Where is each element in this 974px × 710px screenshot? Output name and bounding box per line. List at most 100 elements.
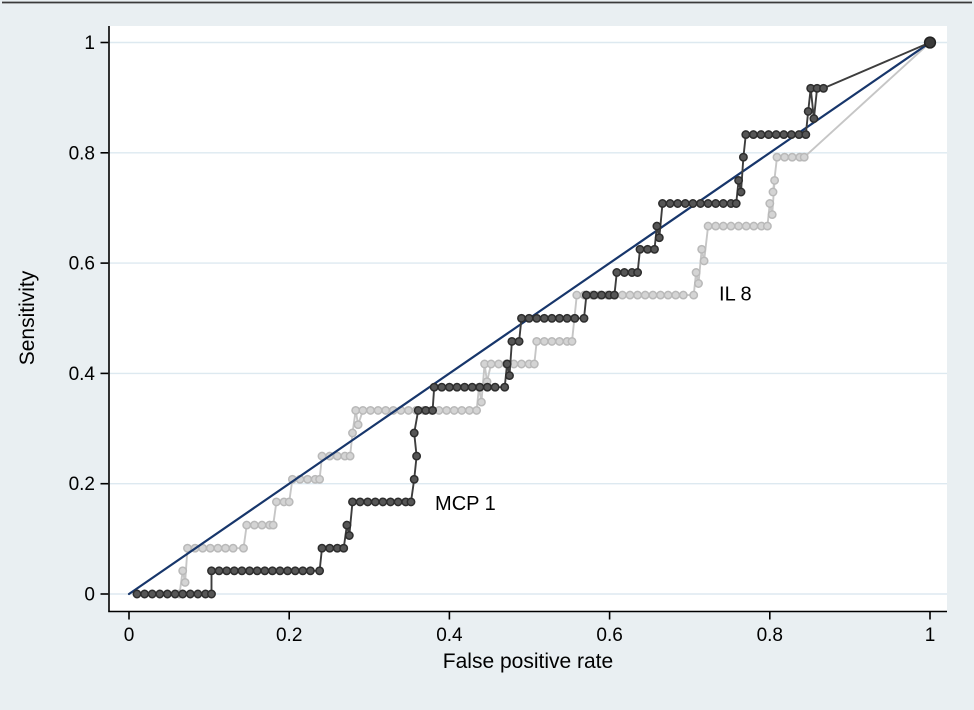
data-point-marker-mcp1 [786,130,796,140]
data-point-marker-il8 [547,336,557,346]
data-point-marker-mcp1 [514,336,524,346]
data-point-marker-il8 [449,405,459,415]
data-point-marker-il8 [765,199,775,208]
y-axis-title: Sensitivity [16,270,39,365]
data-point-marker-il8 [205,543,215,553]
data-point-marker-mcp1 [597,290,607,300]
data-point-marker-il8 [697,244,707,254]
data-point-marker-mcp1 [444,382,454,392]
data-point-marker-il8 [648,290,658,300]
data-point-marker-il8 [353,420,363,430]
data-point-marker-mcp1 [517,313,526,323]
data-point-marker-il8 [442,405,452,415]
data-point-marker-mcp1 [589,290,599,300]
data-point-marker-mcp1 [801,130,811,140]
data-point-marker-mcp1 [507,336,517,346]
data-point-marker-il8 [770,175,780,185]
data-point-marker-il8 [772,152,782,162]
data-point-marker-mcp1 [809,114,819,124]
data-point-marker-mcp1 [524,313,534,323]
data-point-marker-mcp1 [409,428,419,438]
data-point-marker-il8 [625,290,635,300]
y-tick-label: 0.8 [69,143,95,164]
data-point-marker-mcp1 [363,497,373,507]
data-point-marker-il8 [476,397,486,407]
data-point-marker-mcp1 [696,199,705,208]
data-point-marker-il8 [228,543,238,553]
y-tick-label: 0.4 [69,364,96,385]
data-point-marker-il8 [656,290,665,300]
data-point-marker-mcp1 [579,313,589,323]
data-point-marker-il8 [718,221,728,231]
data-point-marker-mcp1 [162,589,172,599]
data-point-marker-il8 [762,221,772,231]
data-point-marker-il8 [373,405,383,415]
data-point-marker-il8 [532,336,542,346]
data-point-marker-il8 [703,221,713,231]
data-point-marker-mcp1 [680,199,690,208]
data-point-marker-mcp1 [771,130,781,140]
data-point-marker-il8 [303,474,313,484]
data-point-marker-il8 [567,336,577,346]
data-point-marker-mcp1 [764,130,774,140]
data-point-marker-mcp1 [460,382,470,392]
data-point-marker-mcp1 [355,497,365,507]
data-point-marker-mcp1 [570,313,580,323]
data-point-marker-mcp1 [413,405,423,415]
data-point-marker-mcp1 [170,589,180,599]
data-point-marker-mcp1 [260,566,270,576]
data-point-marker-mcp1 [252,566,262,576]
data-point-marker-mcp1 [275,566,285,576]
end-point-marker [923,36,937,49]
data-point-marker-il8 [691,268,701,277]
data-point-marker-mcp1 [412,451,422,461]
data-point-marker-mcp1 [500,382,510,392]
data-point-marker-mcp1 [736,187,746,197]
data-point-marker-il8 [366,405,375,415]
data-point-marker-mcp1 [703,199,713,208]
data-point-marker-il8 [472,405,482,415]
data-point-marker-il8 [633,290,643,300]
data-point-marker-mcp1 [222,566,232,576]
data-point-marker-mcp1 [658,199,667,208]
data-point-marker-il8 [617,290,627,300]
data-point-marker-mcp1 [505,371,514,381]
data-point-marker-mcp1 [718,199,728,208]
data-point-marker-il8 [726,221,736,231]
data-point-marker-il8 [178,566,188,576]
y-tick-label: 0.6 [69,254,95,275]
data-point-marker-il8 [268,520,278,530]
data-point-marker-il8 [242,520,252,530]
data-point-marker-mcp1 [748,130,758,140]
data-point-marker-mcp1 [635,244,645,254]
data-point-marker-mcp1 [665,199,675,208]
data-point-marker-mcp1 [562,313,572,323]
data-point-marker-mcp1 [756,130,766,140]
data-point-marker-il8 [699,256,709,266]
data-point-marker-mcp1 [437,382,447,392]
data-point-marker-mcp1 [581,290,591,300]
data-point-marker-il8 [221,543,230,553]
data-point-marker-il8 [464,405,474,415]
data-point-marker-il8 [741,221,751,231]
data-point-marker-mcp1 [738,152,748,162]
data-point-marker-mcp1 [555,313,564,323]
data-point-marker-mcp1 [267,566,277,576]
data-point-marker-mcp1 [317,543,327,553]
data-point-marker-il8 [494,359,504,369]
data-point-marker-il8 [799,152,809,162]
data-point-marker-il8 [572,290,582,300]
data-point-marker-mcp1 [612,268,622,277]
data-point-marker-il8 [780,152,790,162]
data-point-marker-il8 [749,221,759,231]
y-tick-label: 0.2 [69,474,95,495]
data-point-marker-mcp1 [711,199,721,208]
data-point-marker-il8 [404,405,413,415]
data-point-marker-mcp1 [428,405,438,415]
data-point-marker-mcp1 [378,497,388,507]
data-point-marker-il8 [358,405,368,415]
data-point-marker-il8 [284,497,294,507]
data-point-marker-mcp1 [654,233,664,243]
